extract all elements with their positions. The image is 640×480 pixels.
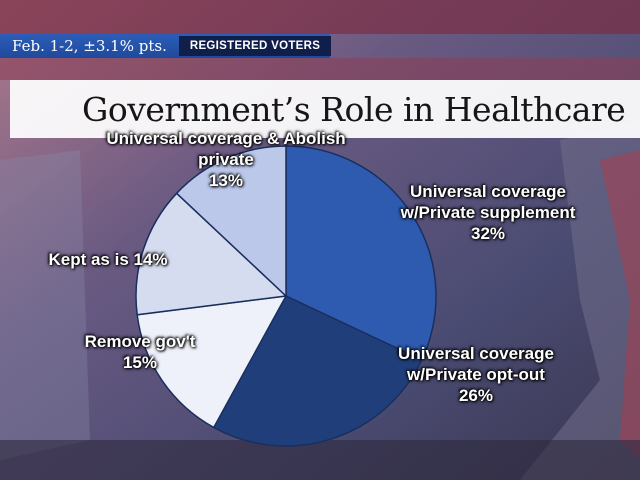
pie-slice-0 [285,145,437,361]
slice-label-line: 13% [208,170,244,190]
slice-label-3: Kept as is 14% [48,249,167,270]
poll-date-margin: Feb. 1-2, ±3.1% pts. [12,37,167,55]
slice-label-line: 32% [470,223,506,243]
slice-label-4: Universal coverage & Abolish private 13% [106,128,345,191]
slice-label-line: 15% [122,353,158,372]
slice-label-line: 26% [458,385,494,405]
slice-label-line: w/Private opt-out [407,364,545,384]
registered-voters-badge: REGISTERED VOTERS [178,36,332,56]
slice-label-2: Remove gov't 15% [85,331,196,373]
chart-title: Government’s Role in Healthcare [82,89,626,129]
slice-label-line: Kept as is 14% [48,249,168,269]
slice-label-line: Universal coverage & Abolish [106,128,346,148]
slice-label-line: private [198,149,254,169]
title-band: Government’s Role in Healthcare [10,80,640,138]
pie-slice-2 [136,295,288,429]
pie-slice-3 [135,192,288,316]
pie-slice-4 [175,145,287,298]
slice-label-0: Universal coverage w/Private supplement 32… [401,181,576,244]
slice-label-line: Universal coverage [410,181,566,201]
slice-label-line: w/Private supplement [400,202,576,222]
slice-label-line: Universal coverage [398,343,554,363]
poll-info-bar: Feb. 1-2, ±3.1% pts. REGISTERED VOTERS [0,34,332,58]
slice-label-1: Universal coverage w/Private opt-out 26% [398,343,554,406]
slice-label-line: Remove gov't [84,332,196,351]
